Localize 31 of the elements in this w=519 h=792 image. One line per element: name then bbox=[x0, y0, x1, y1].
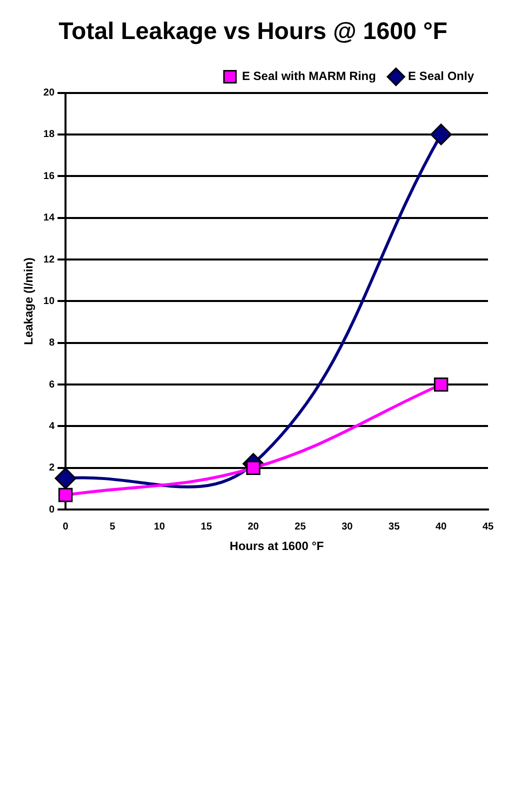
x-tick-label: 30 bbox=[342, 521, 354, 532]
x-tick-label: 5 bbox=[110, 521, 116, 532]
legend-label: E Seal Only bbox=[408, 69, 474, 84]
x-tick-label: 45 bbox=[482, 521, 494, 532]
x-tick-label: 20 bbox=[248, 521, 260, 532]
y-tick-label: 12 bbox=[43, 254, 55, 266]
chart-title: Total Leakage vs Hours @ 1600 °F bbox=[58, 18, 448, 46]
y-tick-label: 6 bbox=[48, 379, 55, 390]
point bbox=[58, 488, 73, 502]
y-axis-title: Leakage (l/min) bbox=[22, 258, 36, 345]
y-tick-label: 20 bbox=[43, 88, 55, 99]
y-tick-label: 14 bbox=[43, 212, 55, 224]
point bbox=[54, 468, 76, 490]
legend-label: E Seal with MARM Ring bbox=[242, 69, 376, 84]
y-tick-label: 18 bbox=[43, 129, 55, 140]
y-tick-label: 0 bbox=[48, 504, 55, 516]
y-tick-label: 10 bbox=[43, 296, 55, 307]
y-tick-label: 2 bbox=[48, 462, 55, 474]
x-tick-label: 10 bbox=[154, 521, 166, 532]
point bbox=[430, 124, 452, 146]
x-tick-label: 0 bbox=[62, 521, 69, 532]
y-tick-label: 8 bbox=[48, 338, 55, 349]
point bbox=[246, 460, 260, 476]
y-tick-label: 4 bbox=[48, 420, 55, 432]
y-tick-label: 16 bbox=[43, 170, 55, 182]
x-tick-label: 40 bbox=[435, 521, 448, 532]
x-tick-label: 35 bbox=[388, 521, 400, 532]
x-tick-label: 25 bbox=[294, 521, 306, 532]
x-tick-label: 15 bbox=[200, 521, 212, 532]
x-axis-title: Hours at 1600 °F bbox=[230, 539, 324, 554]
point bbox=[434, 377, 448, 392]
